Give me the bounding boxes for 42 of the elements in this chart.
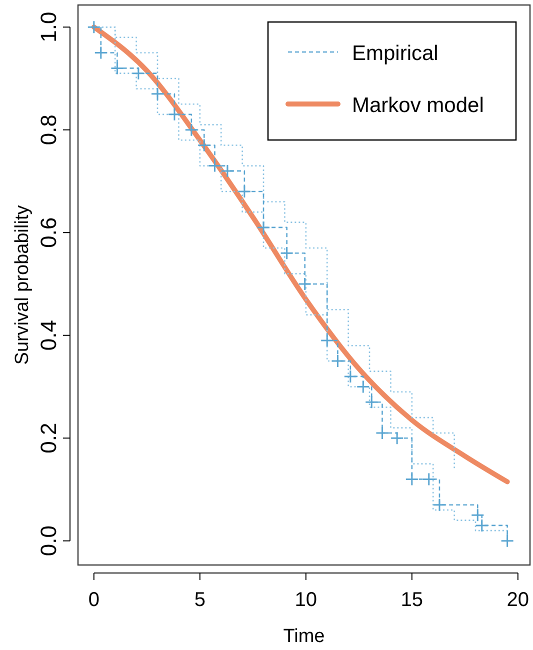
legend-label: Markov model <box>352 94 484 117</box>
point <box>168 108 182 122</box>
point <box>150 87 164 101</box>
point <box>298 277 312 291</box>
x-tick-label: 0 <box>88 589 100 611</box>
y-axis-title: Survival probability <box>12 204 33 365</box>
point <box>208 159 222 173</box>
point <box>320 334 334 348</box>
point <box>475 518 489 532</box>
x-axis-title: Time <box>283 626 325 647</box>
y-tick-label: 0.0 <box>36 526 61 556</box>
y-tick-label: 0.4 <box>36 320 61 351</box>
point <box>344 370 358 384</box>
point <box>330 354 344 368</box>
point <box>422 472 436 486</box>
point <box>432 498 446 512</box>
point <box>280 246 294 260</box>
point <box>87 20 101 34</box>
point <box>364 395 378 409</box>
y-tick-label: 0.6 <box>36 217 61 248</box>
point <box>110 61 124 75</box>
point <box>500 534 514 548</box>
x-tick-label: 10 <box>294 589 318 611</box>
x-tick-label: 20 <box>506 589 530 611</box>
point <box>256 220 270 234</box>
point <box>197 138 211 152</box>
point <box>470 508 484 522</box>
legend-label: Empirical <box>352 42 438 65</box>
point <box>356 380 370 394</box>
x-tick-label: 5 <box>194 589 206 611</box>
point <box>405 472 419 486</box>
point <box>220 164 234 178</box>
y-tick-label: 1.0 <box>36 12 61 42</box>
point <box>375 426 389 440</box>
x-tick-label: 15 <box>400 589 424 611</box>
point <box>390 431 404 445</box>
y-tick-label: 0.8 <box>36 114 61 146</box>
point <box>238 184 252 198</box>
y-tick-label: 0.2 <box>36 422 61 454</box>
point <box>94 46 108 60</box>
point <box>132 66 146 80</box>
point <box>184 123 198 137</box>
